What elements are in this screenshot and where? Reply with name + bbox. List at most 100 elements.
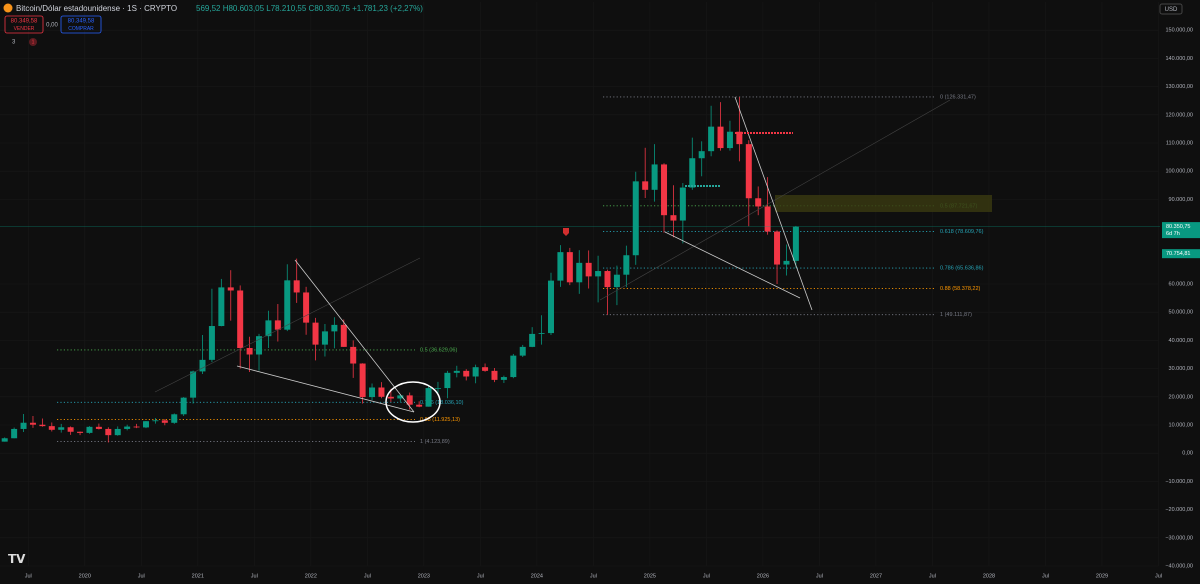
candle-body (114, 428, 121, 436)
y-tick-label: 20.000,00 (1169, 394, 1193, 400)
y-tick-label: −10.000,00 (1165, 479, 1193, 485)
trend-line (236, 365, 415, 413)
y-tick-label: −20.000,00 (1165, 507, 1193, 513)
x-tick-label: 2026 (757, 573, 769, 579)
candle-body (218, 287, 225, 327)
candle-body (670, 215, 677, 221)
fib-label: 0.786 (65.636,86) (940, 266, 984, 272)
candle-body (1, 438, 8, 442)
candle-body (199, 359, 206, 372)
x-tick-label: 2023 (418, 573, 430, 579)
price-label-sub: 6d 7h (1166, 231, 1180, 237)
sell-price: 80.349,58 (11, 19, 38, 25)
candle-body (576, 262, 583, 283)
candle-body (227, 287, 234, 291)
indicators-count[interactable]: 3 (12, 40, 16, 46)
y-tick-label: 90.000,00 (1169, 197, 1193, 203)
candle-body (547, 280, 554, 334)
y-tick-label: 140.000,00 (1165, 56, 1193, 62)
symbol-icon (3, 3, 13, 13)
zone-box (775, 195, 992, 212)
fib-label: 1 (49.111,87) (940, 312, 972, 318)
y-tick-label: −30.000,00 (1165, 535, 1193, 541)
x-tick-label: Jul (816, 573, 823, 579)
candle-body (491, 370, 498, 380)
candle-body (434, 388, 441, 389)
candle-body (369, 387, 376, 398)
candle-body (661, 164, 668, 216)
candle-body (783, 260, 790, 265)
y-tick-label: 100.000,00 (1165, 169, 1193, 175)
y-tick-label: 30.000,00 (1169, 366, 1193, 372)
candle-body (632, 181, 639, 256)
candle-body (387, 396, 394, 399)
y-tick-label: 150.000,00 (1165, 28, 1193, 34)
candle-body (557, 252, 564, 281)
candle-body (519, 346, 526, 356)
sell-button[interactable] (4, 15, 44, 34)
x-tick-label: Jul (929, 573, 936, 579)
candle-body (274, 320, 281, 330)
alerts-count[interactable]: 1 (32, 39, 35, 45)
y-tick-label: 110.000,00 (1166, 140, 1193, 146)
currency: USD (1165, 7, 1178, 13)
x-tick-label: Jul (1155, 573, 1162, 579)
candle-body (708, 126, 715, 152)
candle-body (482, 367, 489, 371)
candle-body (67, 427, 74, 432)
candle-body (142, 421, 149, 428)
x-tick-label: Jul (590, 573, 597, 579)
candle-body (208, 326, 215, 360)
x-tick-label: Jul (1042, 573, 1049, 579)
x-tick-label: 2027 (870, 573, 882, 579)
candle-body (416, 404, 423, 407)
x-tick-label: Jul (703, 573, 710, 579)
ohlc: 569,52 H80.603,05 L78.210,55 C80.350,75 … (196, 4, 423, 13)
x-tick-label: 2025 (644, 573, 656, 579)
candle-body (425, 388, 432, 407)
candle-body (284, 280, 291, 330)
candle-body (293, 280, 300, 293)
candle-body (736, 131, 743, 145)
symbol-title[interactable]: Bitcoin/Dólar estadounidense · 1S · CRYP… (16, 4, 177, 13)
candle-body (359, 363, 366, 398)
logo: 𝗧𝗩 (8, 552, 26, 566)
marker (563, 228, 569, 236)
candle-body (755, 198, 762, 207)
candle-body (500, 377, 507, 380)
x-tick-label: Jul (477, 573, 484, 579)
currency-button[interactable] (1159, 3, 1183, 15)
candle-body (95, 426, 102, 429)
buy-label: COMPRAR (68, 26, 94, 32)
price-label-box (1162, 249, 1200, 259)
trend-line (664, 231, 801, 299)
x-tick-label: Jul (25, 573, 32, 579)
alert-badge (29, 38, 37, 46)
fib-label: 1 (4.123,89) (420, 439, 450, 445)
candle-body (378, 387, 385, 397)
spread: 0,00 (46, 23, 58, 29)
candle-body (161, 420, 168, 423)
candle-body (566, 252, 573, 283)
candle-body (86, 426, 93, 433)
y-tick-label: 120.000,00 (1165, 112, 1193, 118)
candle-body (237, 290, 244, 349)
candle-body (463, 370, 470, 377)
candle-body (774, 231, 781, 265)
candle-body (472, 367, 479, 377)
candle-body (642, 181, 649, 190)
price-label: 70.754,81 (1166, 251, 1190, 257)
candle-body (717, 126, 724, 149)
candle-body (745, 144, 752, 199)
candle-body (265, 320, 272, 337)
candle-body (331, 324, 338, 332)
candle-body (726, 131, 733, 149)
buy-button[interactable] (60, 15, 102, 34)
candle-body (77, 431, 84, 433)
fib-label: 0.88 (58.378,22) (940, 286, 981, 292)
x-tick-label: 2021 (192, 573, 204, 579)
candle-body (11, 428, 18, 439)
candle-body (312, 322, 319, 345)
